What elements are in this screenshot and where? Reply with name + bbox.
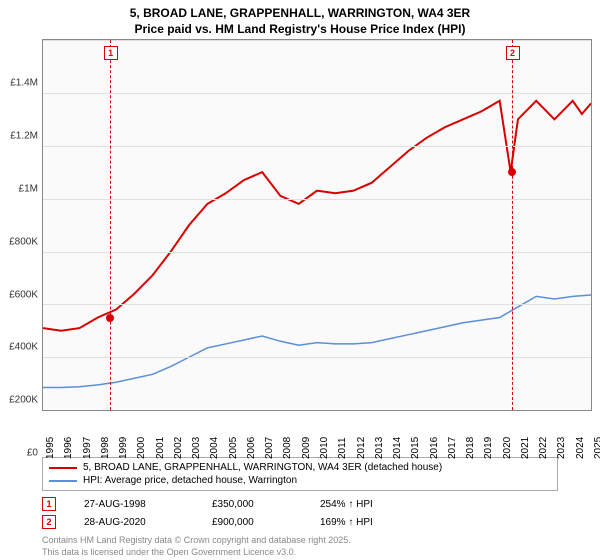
x-axis-label: 1999: [118, 437, 129, 459]
x-axis-label: 2022: [538, 437, 549, 459]
chart-title: 5, BROAD LANE, GRAPPENHALL, WARRINGTON, …: [0, 0, 600, 39]
marker-dot-1: [106, 314, 114, 322]
legend-row: HPI: Average price, detached house, Warr…: [49, 474, 551, 487]
legend-row: 5, BROAD LANE, GRAPPENHALL, WARRINGTON, …: [49, 461, 551, 474]
legend-swatch: [49, 480, 77, 482]
y-axis-label: £0: [0, 448, 38, 459]
y-axis-label: £1M: [0, 183, 38, 194]
y-axis-label: £200K: [0, 395, 38, 406]
x-axis-label: 2014: [392, 437, 403, 459]
transaction-row: 1 27-AUG-1998 £350,000 254% ↑ HPI: [42, 495, 558, 513]
transaction-id-box: 2: [42, 515, 56, 529]
marker-vline-1: [110, 40, 111, 410]
y-axis-label: £800K: [0, 236, 38, 247]
series-property: [43, 101, 591, 331]
y-axis-label: £400K: [0, 342, 38, 353]
transactions-table: 1 27-AUG-1998 £350,000 254% ↑ HPI 2 28-AUG-20…: [42, 495, 558, 531]
legend-label: 5, BROAD LANE, GRAPPENHALL, WARRINGTON, …: [83, 462, 442, 473]
x-axis-label: 2024: [575, 437, 586, 459]
x-axis-label: 1996: [63, 437, 74, 459]
y-axis-label: £1.4M: [0, 78, 38, 89]
y-axis-label: £1.2M: [0, 131, 38, 142]
transaction-row: 2 28-AUG-2020 £900,000 169% ↑ HPI: [42, 513, 558, 531]
marker-box-1: 1: [104, 46, 118, 60]
transaction-date: 28-AUG-2020: [84, 517, 184, 528]
transaction-delta: 169% ↑ HPI: [320, 517, 373, 528]
x-axis-label: 2001: [155, 437, 166, 459]
series-hpi: [43, 295, 591, 388]
x-axis-label: 2013: [374, 437, 385, 459]
x-axis-label: 2018: [465, 437, 476, 459]
legend-swatch: [49, 467, 77, 469]
chart-area: 12: [42, 39, 592, 411]
x-axis-label: 2016: [429, 437, 440, 459]
x-axis-label: 2011: [337, 438, 348, 460]
x-axis-label: 2012: [356, 437, 367, 459]
x-axis-label: 1998: [100, 437, 111, 459]
x-axis-label: 2004: [209, 437, 220, 459]
legend-label: HPI: Average price, detached house, Warr…: [83, 475, 297, 486]
transaction-id-box: 1: [42, 497, 56, 511]
marker-vline-2: [512, 40, 513, 410]
x-axis-label: 2017: [447, 437, 458, 459]
x-axis-labels: 1995199619971998199920002001200220032004…: [42, 411, 592, 453]
x-axis-label: 2021: [520, 437, 531, 459]
footer-attribution: Contains HM Land Registry data © Crown c…: [42, 535, 558, 558]
x-axis-label: 1997: [82, 437, 93, 459]
x-axis-label: 2002: [173, 437, 184, 459]
transaction-delta: 254% ↑ HPI: [320, 499, 373, 510]
x-axis-label: 2020: [502, 437, 513, 459]
x-axis-label: 1995: [45, 437, 56, 459]
x-axis-label: 2010: [319, 437, 330, 459]
legend: 5, BROAD LANE, GRAPPENHALL, WARRINGTON, …: [42, 457, 558, 491]
x-axis-label: 2006: [246, 437, 257, 459]
x-axis-label: 2003: [191, 437, 202, 459]
y-axis-label: £600K: [0, 289, 38, 300]
x-axis-label: 2000: [136, 437, 147, 459]
x-axis-label: 2007: [264, 437, 275, 459]
marker-dot-2: [508, 168, 516, 176]
marker-box-2: 2: [506, 46, 520, 60]
x-axis-label: 2019: [483, 437, 494, 459]
x-axis-label: 2023: [556, 437, 567, 459]
x-axis-label: 2025: [593, 437, 600, 459]
x-axis-label: 2005: [228, 437, 239, 459]
transaction-price: £900,000: [212, 517, 292, 528]
x-axis-label: 2015: [410, 437, 421, 459]
x-axis-label: 2008: [282, 437, 293, 459]
transaction-date: 27-AUG-1998: [84, 499, 184, 510]
transaction-price: £350,000: [212, 499, 292, 510]
x-axis-label: 2009: [301, 437, 312, 459]
